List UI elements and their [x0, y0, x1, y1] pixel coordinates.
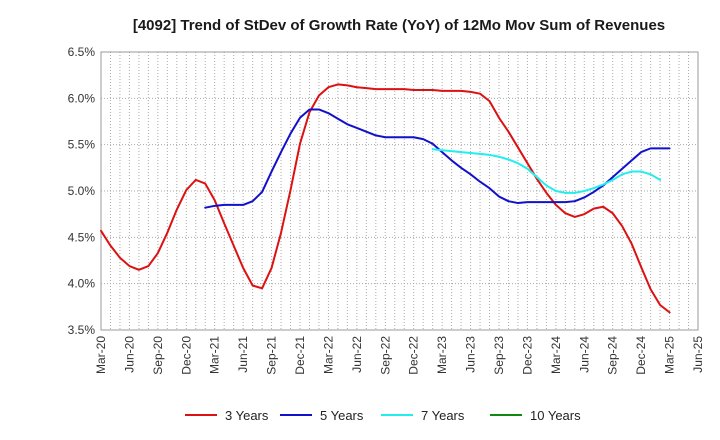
x-tick-label: Sep-24	[606, 336, 620, 375]
chart-title: [4092] Trend of StDev of Growth Rate (Yo…	[133, 17, 665, 34]
y-tick-label: 6.0%	[68, 91, 96, 105]
y-tick-label: 4.5%	[68, 230, 96, 244]
x-tick-label: Mar-24	[549, 336, 563, 374]
legend-label-5-years: 5 Years	[320, 408, 364, 423]
x-axis: Mar-20 Jun-20 Sep-20 Dec-20 Mar-21 Jun-21 Sep-…	[94, 336, 705, 375]
x-tick-label: Sep-23	[492, 336, 506, 375]
x-tick-label: Dec-20	[179, 336, 193, 375]
grid	[101, 52, 698, 330]
x-tick-label: Dec-24	[634, 336, 648, 375]
y-tick-label: 3.5%	[68, 323, 96, 337]
y-tick-label: 5.5%	[68, 138, 96, 152]
legend-label-3-years: 3 Years	[225, 408, 269, 423]
x-tick-label: Mar-25	[663, 336, 677, 374]
x-tick-label: Jun-21	[236, 336, 250, 373]
y-tick-label: 5.0%	[68, 184, 96, 198]
x-tick-label: Jun-23	[464, 336, 478, 373]
x-tick-label: Mar-22	[321, 336, 335, 374]
y-tick-label: 4.0%	[68, 277, 96, 291]
legend: 3 Years 5 Years 7 Years 10 Years	[185, 408, 581, 423]
legend-label-7-years: 7 Years	[421, 408, 465, 423]
x-tick-label: Jun-25	[691, 336, 705, 373]
x-tick-label: Dec-22	[407, 336, 421, 375]
x-tick-label: Jun-22	[350, 336, 364, 373]
x-tick-label: Sep-21	[265, 336, 279, 375]
x-tick-label: Sep-22	[378, 336, 392, 375]
y-tick-label: 6.5%	[68, 45, 96, 59]
series-group	[100, 83, 671, 314]
x-tick-label: Dec-21	[293, 336, 307, 375]
x-tick-label: Mar-23	[435, 336, 449, 374]
x-tick-label: Jun-24	[577, 336, 591, 373]
legend-label-10-years: 10 Years	[530, 408, 581, 423]
y-axis: 3.5% 4.0% 4.5% 5.0% 5.5% 6.0% 6.5%	[68, 45, 96, 337]
x-tick-label: Jun-20	[122, 336, 136, 373]
x-tick-label: Mar-21	[208, 336, 222, 374]
x-tick-label: Mar-20	[94, 336, 108, 374]
x-tick-label: Sep-20	[151, 336, 165, 375]
x-tick-label: Dec-23	[520, 336, 534, 375]
plot-frame	[100, 51, 699, 331]
series-line-5-years	[204, 108, 671, 209]
series-line-3-years	[100, 83, 671, 314]
series-line-7-years	[431, 148, 662, 194]
